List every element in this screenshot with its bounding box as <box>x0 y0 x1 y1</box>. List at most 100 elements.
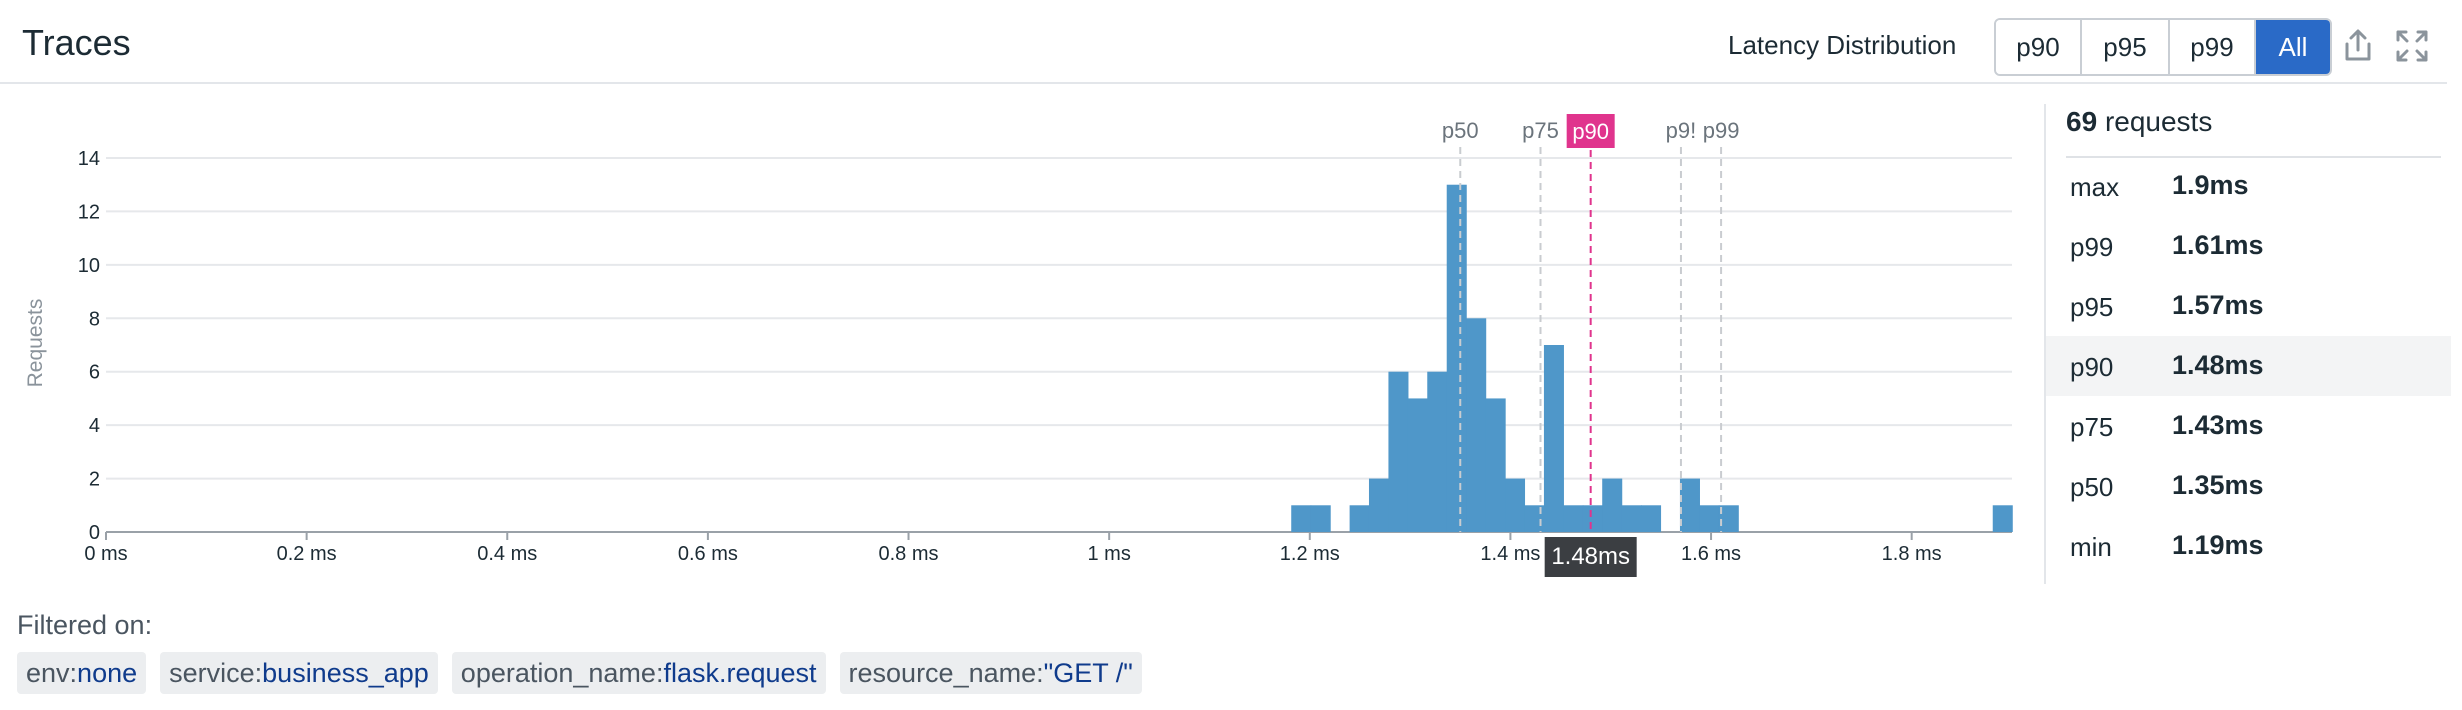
y-tick-label: 8 <box>89 308 100 330</box>
percentile-label-p90: p90 <box>1572 119 1609 144</box>
y-tick-label: 10 <box>78 255 100 277</box>
tag-key: operation_name: <box>460 658 664 688</box>
stat-key: min <box>2070 532 2112 562</box>
latency-histogram: Requests 0 2 4 6 8 10 12 14 p50 p75 p90 p9! p99 0 m… <box>24 114 2013 577</box>
histogram-bar <box>1543 345 1564 532</box>
histogram-bar <box>1446 184 1467 532</box>
tag-value: business_app <box>262 658 429 688</box>
histogram-bar <box>1992 505 2013 532</box>
stat-value: 1.35ms <box>2172 470 2264 500</box>
stats-separator <box>2066 156 2441 158</box>
histogram-bar <box>1641 505 1662 532</box>
histogram-bar <box>1368 478 1390 532</box>
x-tick-label: 0 ms <box>84 543 127 565</box>
stat-row-p50[interactable]: p50 1.35ms <box>2046 456 2451 516</box>
x-tick-label: 1.8 ms <box>1882 543 1942 565</box>
all-button[interactable]: All <box>2256 20 2330 74</box>
histogram-bar <box>1466 318 1487 532</box>
histogram-bar <box>1563 505 1584 532</box>
percentile-label-p9!: p9! <box>1666 118 1697 143</box>
stat-value: 1.19ms <box>2172 530 2264 560</box>
histogram-bar <box>1407 398 1428 532</box>
histogram-bar <box>1602 478 1623 532</box>
stat-value: 1.61ms <box>2172 230 2264 260</box>
y-axis-label: Requests <box>24 299 47 388</box>
request-count-label: requests <box>2104 106 2213 137</box>
header-bar: Traces Latency Distribution p90 p95 p99 … <box>0 0 2447 84</box>
stat-row-p90[interactable]: p90 1.48ms <box>2046 336 2451 396</box>
request-count-value: 69 <box>2066 106 2098 137</box>
stat-key: p50 <box>2070 472 2114 502</box>
stat-value: 1.43ms <box>2172 410 2264 440</box>
x-tick-label: 0.4 ms <box>477 543 537 565</box>
y-tick-label: 14 <box>78 148 100 170</box>
expand-icon[interactable] <box>2392 26 2432 66</box>
p95-button[interactable]: p95 <box>2082 20 2170 74</box>
histogram-bar <box>1679 478 1700 532</box>
percentile-badge-p90 <box>1566 114 1615 148</box>
tag-key: env: <box>26 658 78 688</box>
share-icon[interactable] <box>2338 26 2378 66</box>
hover-tooltip-box <box>1544 537 1637 577</box>
stat-key: p90 <box>2070 352 2114 382</box>
x-tick-label: 0.6 ms <box>678 543 738 565</box>
histogram-bar <box>1310 505 1331 532</box>
x-tick-label: 1 ms <box>1087 543 1130 565</box>
tag-value: flask.request <box>663 658 817 688</box>
stat-key: p99 <box>2070 232 2114 262</box>
p90-button[interactable]: p90 <box>1996 20 2082 74</box>
histogram-bar <box>1718 505 1739 532</box>
filtered-on-label: Filtered on: <box>17 610 153 640</box>
x-tick-label: 0.2 ms <box>277 543 337 565</box>
histogram-bar <box>1485 398 1506 532</box>
x-tick-label: 1.4 ms <box>1480 543 1540 565</box>
stat-row-p75[interactable]: p75 1.43ms <box>2046 396 2451 456</box>
histogram-bar <box>1621 505 1642 532</box>
percentile-toggle: p90 p95 p99 All <box>1994 18 2332 76</box>
x-tick-label: 0.8 ms <box>879 543 939 565</box>
tag-value: none <box>77 658 138 688</box>
filter-tag-env[interactable]: env:none <box>17 652 147 694</box>
stat-value: 1.57ms <box>2172 290 2264 320</box>
histogram-bar <box>1524 505 1545 532</box>
y-tick-label: 4 <box>89 415 100 437</box>
percentile-label-p75: p75 <box>1522 118 1559 143</box>
histogram-bar <box>1582 505 1603 532</box>
percentile-label-p50: p50 <box>1442 118 1479 143</box>
stat-value: 1.48ms <box>2172 350 2264 380</box>
filter-tag-operation-name[interactable]: operation_name:flask.request <box>451 652 826 694</box>
percentile-label-p99: p99 <box>1703 118 1740 143</box>
stat-row-p99[interactable]: p99 1.61ms <box>2046 216 2451 276</box>
stat-key: p95 <box>2070 292 2114 322</box>
y-tick-label: 0 <box>89 522 100 544</box>
filter-tags: env:none service:business_app operation_… <box>17 652 1142 694</box>
stat-key: p75 <box>2070 412 2114 442</box>
stat-value: 1.9ms <box>2172 170 2249 200</box>
p99-button[interactable]: p99 <box>2170 20 2256 74</box>
page-title: Traces <box>22 22 131 63</box>
histogram-bar <box>1388 371 1409 532</box>
histogram-bar <box>1427 371 1448 532</box>
filter-tag-resource-name[interactable]: resource_name:"GET /" <box>839 652 1142 694</box>
stat-row-p95[interactable]: p95 1.57ms <box>2046 276 2451 336</box>
x-tick-label: 1.2 ms <box>1280 543 1340 565</box>
stat-key: max <box>2070 172 2120 202</box>
stat-row-min[interactable]: min 1.19ms <box>2046 516 2451 576</box>
hover-tooltip-label: 1.48ms <box>1551 543 1630 570</box>
latency-distribution-label: Latency Distribution <box>1728 30 1957 60</box>
filter-tag-service[interactable]: service:business_app <box>160 652 438 694</box>
x-tick-label: 1.6 ms <box>1681 543 1741 565</box>
histogram-bar <box>1291 505 1312 532</box>
histogram-bar <box>1349 505 1370 532</box>
histogram-bar <box>1699 505 1720 532</box>
stats-divider <box>2044 104 2046 584</box>
stat-row-max[interactable]: max 1.9ms <box>2046 156 2451 216</box>
tag-key: resource_name: <box>848 658 1044 688</box>
y-tick-label: 12 <box>78 201 100 223</box>
y-tick-label: 6 <box>89 362 100 384</box>
tag-value: "GET /" <box>1043 658 1133 688</box>
tag-key: service: <box>169 658 263 688</box>
request-count: 69 requests <box>2066 106 2212 138</box>
histogram-bar <box>1505 478 1526 532</box>
y-tick-label: 2 <box>89 469 100 491</box>
